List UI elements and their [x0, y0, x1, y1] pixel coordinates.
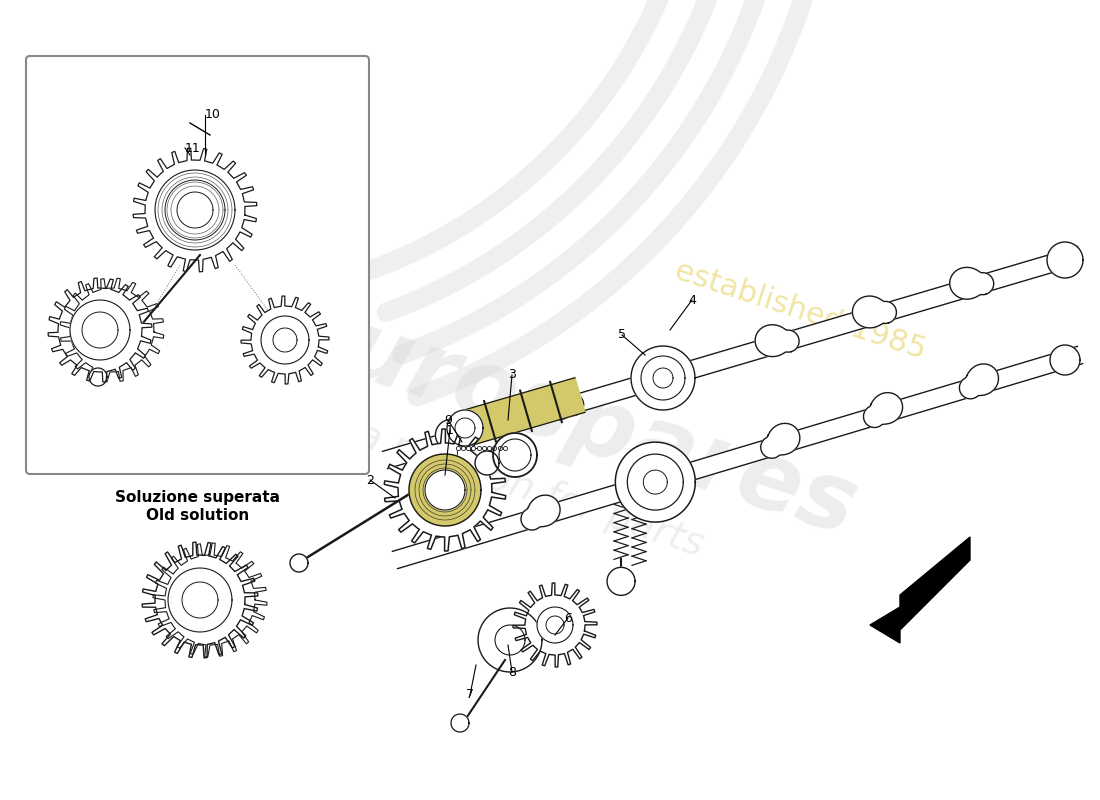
Polygon shape: [165, 180, 226, 240]
Polygon shape: [451, 714, 469, 732]
Polygon shape: [393, 346, 1082, 569]
Polygon shape: [455, 418, 475, 438]
Polygon shape: [627, 454, 683, 510]
Text: established 1985: established 1985: [671, 256, 930, 364]
Text: 5: 5: [618, 329, 626, 342]
FancyBboxPatch shape: [26, 56, 368, 474]
Polygon shape: [631, 346, 695, 410]
Polygon shape: [546, 616, 564, 634]
Polygon shape: [761, 423, 800, 458]
Polygon shape: [644, 358, 688, 390]
Polygon shape: [755, 325, 799, 357]
Polygon shape: [142, 542, 257, 658]
Polygon shape: [384, 429, 506, 551]
Polygon shape: [241, 296, 329, 384]
Polygon shape: [1050, 345, 1080, 375]
Text: 1: 1: [447, 423, 454, 437]
Polygon shape: [641, 356, 685, 400]
Polygon shape: [447, 410, 483, 446]
Polygon shape: [89, 368, 107, 386]
Text: 3: 3: [508, 369, 516, 382]
Text: Old solution: Old solution: [146, 508, 249, 523]
Polygon shape: [182, 582, 218, 618]
Polygon shape: [537, 607, 573, 643]
Polygon shape: [513, 583, 597, 667]
Polygon shape: [455, 378, 585, 447]
Text: a passion for parts: a passion for parts: [352, 416, 708, 564]
Text: 8: 8: [508, 666, 516, 678]
Polygon shape: [48, 278, 152, 382]
Polygon shape: [70, 300, 130, 360]
Polygon shape: [383, 246, 1082, 469]
Polygon shape: [540, 388, 584, 420]
Text: Soluzione superata: Soluzione superata: [116, 490, 280, 505]
Polygon shape: [959, 364, 999, 398]
Polygon shape: [478, 608, 542, 672]
Polygon shape: [290, 554, 308, 572]
Polygon shape: [155, 170, 235, 250]
Polygon shape: [521, 495, 560, 530]
Text: 9: 9: [444, 414, 452, 426]
Text: 2: 2: [366, 474, 374, 486]
Polygon shape: [273, 328, 297, 352]
Polygon shape: [409, 454, 481, 526]
Polygon shape: [949, 267, 993, 299]
Polygon shape: [133, 148, 256, 272]
Polygon shape: [499, 439, 531, 471]
Polygon shape: [495, 625, 525, 655]
Polygon shape: [644, 470, 668, 494]
Text: 7: 7: [466, 689, 474, 702]
Polygon shape: [653, 368, 673, 388]
Text: 11: 11: [185, 142, 200, 154]
Polygon shape: [436, 419, 480, 451]
Polygon shape: [261, 316, 309, 364]
Text: 6: 6: [564, 611, 572, 625]
Polygon shape: [82, 312, 118, 348]
Polygon shape: [852, 296, 896, 328]
Polygon shape: [870, 537, 970, 643]
Text: eurospares: eurospares: [272, 284, 868, 556]
Polygon shape: [60, 278, 164, 382]
Polygon shape: [168, 568, 232, 632]
Polygon shape: [864, 393, 903, 427]
Polygon shape: [645, 458, 683, 493]
Polygon shape: [493, 433, 537, 477]
Text: 10: 10: [205, 109, 221, 122]
Text: 4: 4: [689, 294, 696, 306]
Polygon shape: [607, 567, 635, 595]
Polygon shape: [177, 192, 213, 228]
Polygon shape: [1047, 242, 1084, 278]
Polygon shape: [615, 442, 695, 522]
Polygon shape: [425, 470, 465, 510]
Polygon shape: [153, 543, 267, 657]
Polygon shape: [475, 451, 499, 475]
